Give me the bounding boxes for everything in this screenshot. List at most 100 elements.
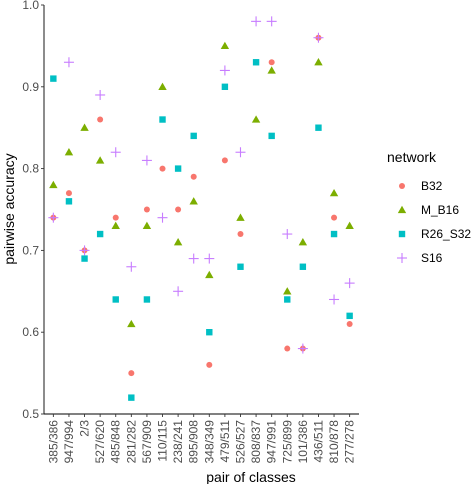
point-M_B16-385/386 [49,180,58,189]
point-R26_S32-485/848 [112,296,119,303]
point-S16-895/908 [188,253,199,264]
point-B32-485/848 [112,214,119,221]
point-R26_S32-895/908 [190,132,197,140]
x-tick-label: 567/909 [140,420,154,464]
x-tick-label: 348/349 [202,420,216,464]
legend-label: S16 [421,251,443,265]
point-S16-2/3 [79,245,90,256]
legend-label: B32 [421,179,443,193]
point-S16-436/511 [313,32,324,43]
point-R26_S32-479/511 [221,83,229,90]
point-S16-101/386 [297,343,308,354]
x-tick-label: 101/386 [296,420,310,464]
point-M_B16-527/620 [95,156,105,164]
point-B32-479/511 [221,157,228,164]
y-axis: 0.5 0.6 0.7 0.8 0.9 1.0 [22,0,44,421]
point-S16-527/620 [95,89,106,100]
legend-item-S16: S16 [397,251,443,265]
point-M_B16-947/994 [64,148,74,156]
legend-key-R26_S32 [398,230,406,238]
y-tick-label: 1.0 [22,0,39,12]
legend-label: M_B16 [421,203,459,217]
point-R26_S32-526/527 [237,263,244,270]
point-S16-485/848 [110,147,121,158]
point-B32-110/115 [159,165,166,172]
x-tick-label: 947/991 [265,420,279,464]
point-R26_S32-281/282 [128,394,135,401]
x-tick-label: 808/837 [249,420,263,464]
point-B32-810/878 [331,214,338,221]
legend-label: R26_S32 [421,227,471,241]
point-S16-947/991 [266,16,277,27]
point-M_B16-281/282 [127,319,136,328]
point-S16-110/115 [157,212,168,223]
point-R26_S32-2/3 [81,255,88,262]
x-tick-label: 110/115 [156,420,170,462]
legend-item-M_B16: M_B16 [397,203,459,217]
point-B32-238/241 [175,206,182,213]
point-R26_S32-436/511 [315,124,322,131]
point-M_B16-810/878 [329,188,339,197]
legend-key-S16 [397,253,407,263]
plot-area [43,5,359,415]
point-R26_S32-110/115 [159,116,166,123]
point-M_B16-348/349 [205,270,214,279]
point-R26_S32-238/241 [174,165,182,172]
series-R26_S32 [50,59,353,401]
x-tick-label: 947/994 [62,420,76,464]
legend-title: network [387,149,437,165]
point-B32-277/278 [346,321,353,328]
point-M_B16-567/909 [142,221,152,230]
point-M_B16-277/278 [345,221,354,230]
point-B32-527/620 [97,116,104,123]
point-S16-567/909 [141,155,152,166]
point-S16-947/994 [63,57,74,68]
point-M_B16-947/991 [267,66,276,74]
x-tick-label: 479/511 [218,420,232,463]
point-B32-348/349 [206,361,213,368]
series-M_B16 [49,41,354,328]
x-tick-label: 238/241 [171,420,185,464]
x-tick-label: 385/386 [46,420,60,464]
point-R26_S32-947/994 [65,198,73,205]
x-tick-label: 2/3 [78,420,92,437]
point-S16-808/837 [251,16,262,27]
y-tick-label: 0.5 [22,407,39,421]
point-S16-277/278 [344,278,355,289]
y-tick-label: 0.8 [22,162,39,176]
point-R26_S32-725/899 [284,296,291,303]
point-R26_S32-567/909 [143,296,151,303]
x-tick-label: 810/878 [327,420,341,464]
point-B32-895/908 [190,173,197,180]
series-B32 [50,34,353,377]
point-R26_S32-101/386 [299,263,307,270]
x-tick-label: 277/278 [343,420,357,464]
point-M_B16-2/3 [80,123,89,131]
point-B32-725/899 [284,345,291,352]
point-R26_S32-277/278 [346,312,353,320]
point-S16-810/878 [329,294,340,305]
legend: network B32 M_B16 R26_S32 S16 [387,149,471,265]
x-tick-label: 281/282 [124,420,138,464]
point-M_B16-526/527 [236,213,245,221]
y-tick-label: 0.7 [22,243,39,257]
point-B32-947/991 [268,59,275,66]
point-M_B16-479/511 [220,41,230,50]
x-axis: 385/386 947/994 2/3 527/620 485/848 281/282 56… [46,414,357,464]
point-R26_S32-385/386 [50,75,57,82]
point-S16-385/386 [48,212,59,223]
y-axis-title: pairwise accuracy [1,153,17,264]
point-B32-526/527 [237,231,244,238]
x-tick-label: 527/620 [93,420,107,464]
x-tick-label: 526/527 [233,420,247,464]
point-S16-725/899 [282,229,293,240]
point-S16-281/282 [126,261,137,272]
x-axis-title: pair of classes [206,469,295,484]
point-R26_S32-808/837 [252,59,260,66]
point-R26_S32-947/991 [268,132,275,140]
series-S16 [48,16,355,354]
point-S16-526/527 [235,147,246,158]
legend-key-M_B16 [397,205,407,214]
point-M_B16-485/848 [111,221,120,230]
point-S16-479/511 [219,65,230,76]
